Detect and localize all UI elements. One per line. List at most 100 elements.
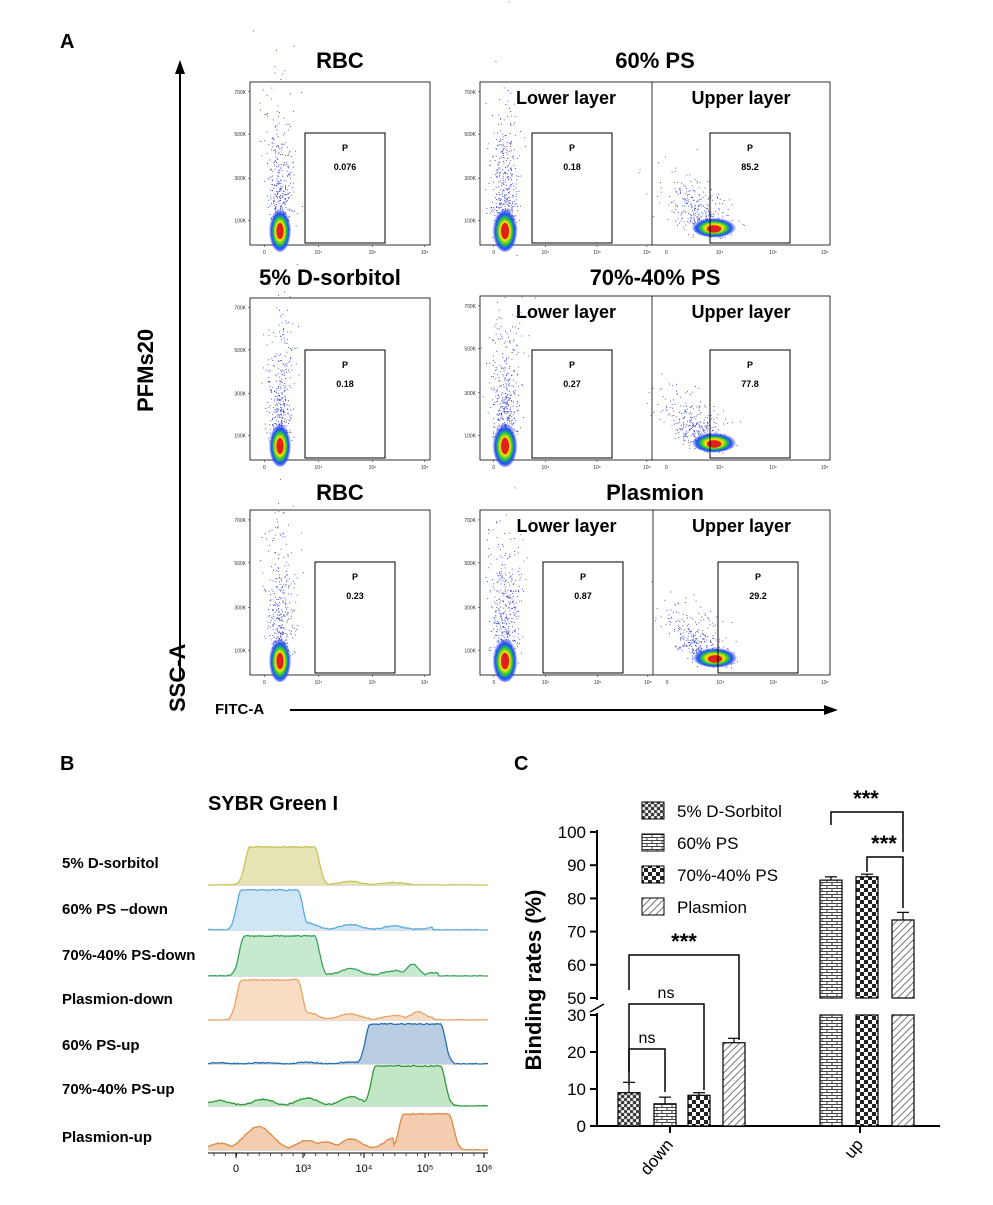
scatter-point <box>268 530 270 532</box>
scatter-point <box>503 146 505 147</box>
scatter-point <box>270 189 272 191</box>
scatter-point <box>274 398 276 400</box>
scatter-point <box>511 206 513 207</box>
scatter-point <box>726 665 728 667</box>
legend-label: 70%-40% PS <box>677 866 778 885</box>
scatter-point <box>513 411 515 413</box>
scatter-point <box>502 599 504 601</box>
scatter-point <box>507 176 509 177</box>
scatter-point <box>270 169 272 171</box>
scatter-point <box>678 628 679 629</box>
scatter-point <box>516 191 518 193</box>
scatter-point <box>269 432 271 434</box>
scatter-point <box>287 154 289 156</box>
scatter-point <box>691 406 692 408</box>
scatter-point <box>275 596 276 598</box>
scatter-point <box>273 636 275 638</box>
scatter-point <box>508 620 510 622</box>
scatter-point <box>268 371 270 373</box>
scatter-point <box>290 432 292 433</box>
left-plot-title: RBC <box>316 48 364 73</box>
scatter-point <box>279 583 281 585</box>
scatter-point <box>274 185 276 187</box>
scatter-point <box>496 350 498 352</box>
scatter-point <box>264 423 266 425</box>
scatter-point <box>269 599 271 601</box>
scatter-point <box>509 603 511 605</box>
scatter-point <box>496 390 497 392</box>
scatter-point <box>521 335 523 337</box>
scatter-point <box>509 597 510 599</box>
scatter-point <box>290 583 292 585</box>
scatter-point <box>720 237 721 239</box>
scatter-point <box>514 628 516 630</box>
scatter-point <box>512 196 514 198</box>
scatter-point <box>689 444 691 446</box>
scatter-point <box>513 412 515 414</box>
scatter-point <box>280 613 282 615</box>
scatter-point <box>276 195 277 197</box>
scatter-point <box>502 401 504 403</box>
scatter-point <box>496 327 498 329</box>
scatter-point <box>669 618 670 620</box>
scatter-point <box>280 371 282 373</box>
scatter-point <box>695 386 696 387</box>
scatter-point <box>677 393 678 395</box>
scatter-point <box>661 388 663 390</box>
bracket <box>628 1003 705 1090</box>
scatter-point <box>278 625 280 627</box>
scatter-point <box>503 375 505 377</box>
scatter-point <box>502 144 504 146</box>
scatter-point <box>503 173 504 175</box>
scatter-point <box>510 411 512 413</box>
scatter-point <box>683 422 684 423</box>
scatter-point <box>709 639 711 641</box>
scatter-point <box>281 632 283 634</box>
scatter-point <box>513 371 515 372</box>
x-tick-label: 10⁸ <box>821 680 829 686</box>
scatter-point <box>272 137 274 138</box>
scatter-point <box>504 172 505 174</box>
scatter-point <box>706 427 707 429</box>
scatter-point <box>501 337 503 339</box>
scatter-point <box>285 369 287 370</box>
scatter-point <box>501 557 503 558</box>
scatter-point <box>683 184 685 186</box>
scatter-point <box>499 365 501 367</box>
scatter-point <box>507 419 509 421</box>
scatter-point <box>509 186 511 188</box>
scatter-point <box>274 149 276 150</box>
scatter-point <box>272 417 273 419</box>
scatter-point <box>674 603 676 605</box>
scatter-point <box>268 437 270 439</box>
scatter-point <box>281 616 283 618</box>
scatter-point <box>290 630 292 632</box>
scatter-point <box>269 381 271 383</box>
scatter-point <box>284 142 286 144</box>
scatter-point <box>269 385 271 387</box>
scatter-point <box>295 601 297 603</box>
scatter-point <box>514 630 516 632</box>
scatter-point <box>509 184 511 186</box>
scatter-point <box>273 138 275 140</box>
scatter-point <box>267 207 269 208</box>
scatter-point <box>271 389 272 391</box>
scatter-point <box>516 643 518 645</box>
scatter-point <box>666 405 667 407</box>
scatter-point <box>502 152 504 154</box>
scatter-point <box>495 620 497 622</box>
scatter-point <box>278 182 280 184</box>
scatter-point <box>280 360 282 361</box>
scatter-point <box>289 150 291 152</box>
scatter-point <box>513 591 514 592</box>
density-peak <box>706 225 722 233</box>
scatter-point <box>738 220 740 222</box>
scatter-point <box>508 398 510 400</box>
scatter-point <box>278 611 280 613</box>
scatter-point <box>697 209 699 211</box>
scatter-point <box>669 407 671 409</box>
scatter-point <box>683 644 685 646</box>
scatter-point <box>507 189 509 191</box>
scatter-point <box>679 189 681 191</box>
